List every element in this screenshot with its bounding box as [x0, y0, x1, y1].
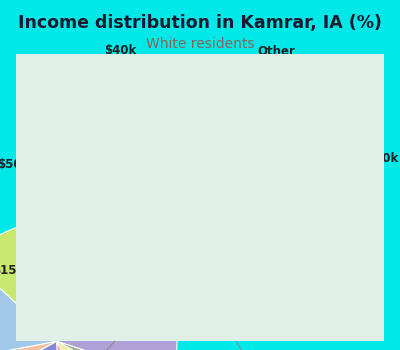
- Wedge shape: [56, 244, 177, 350]
- Wedge shape: [56, 341, 162, 350]
- Text: Income distribution in Kamrar, IA (%): Income distribution in Kamrar, IA (%): [18, 14, 382, 32]
- Text: $30k: $30k: [228, 328, 274, 350]
- Text: $50k: $50k: [0, 158, 78, 178]
- Text: $60k: $60k: [79, 318, 136, 350]
- Wedge shape: [56, 222, 127, 341]
- Wedge shape: [0, 341, 64, 350]
- Wedge shape: [56, 341, 114, 350]
- Text: $40k: $40k: [104, 44, 154, 99]
- Wedge shape: [0, 221, 72, 341]
- Text: $75k: $75k: [280, 298, 348, 340]
- Text: $20k: $20k: [305, 260, 384, 287]
- Wedge shape: [56, 341, 171, 350]
- Text: City-Data.com: City-Data.com: [243, 84, 318, 94]
- Text: White residents: White residents: [146, 37, 254, 51]
- Text: Other: Other: [239, 46, 296, 100]
- Wedge shape: [0, 341, 56, 350]
- Text: $150k: $150k: [0, 253, 81, 277]
- Wedge shape: [0, 259, 56, 350]
- Text: $100k: $100k: [309, 152, 398, 175]
